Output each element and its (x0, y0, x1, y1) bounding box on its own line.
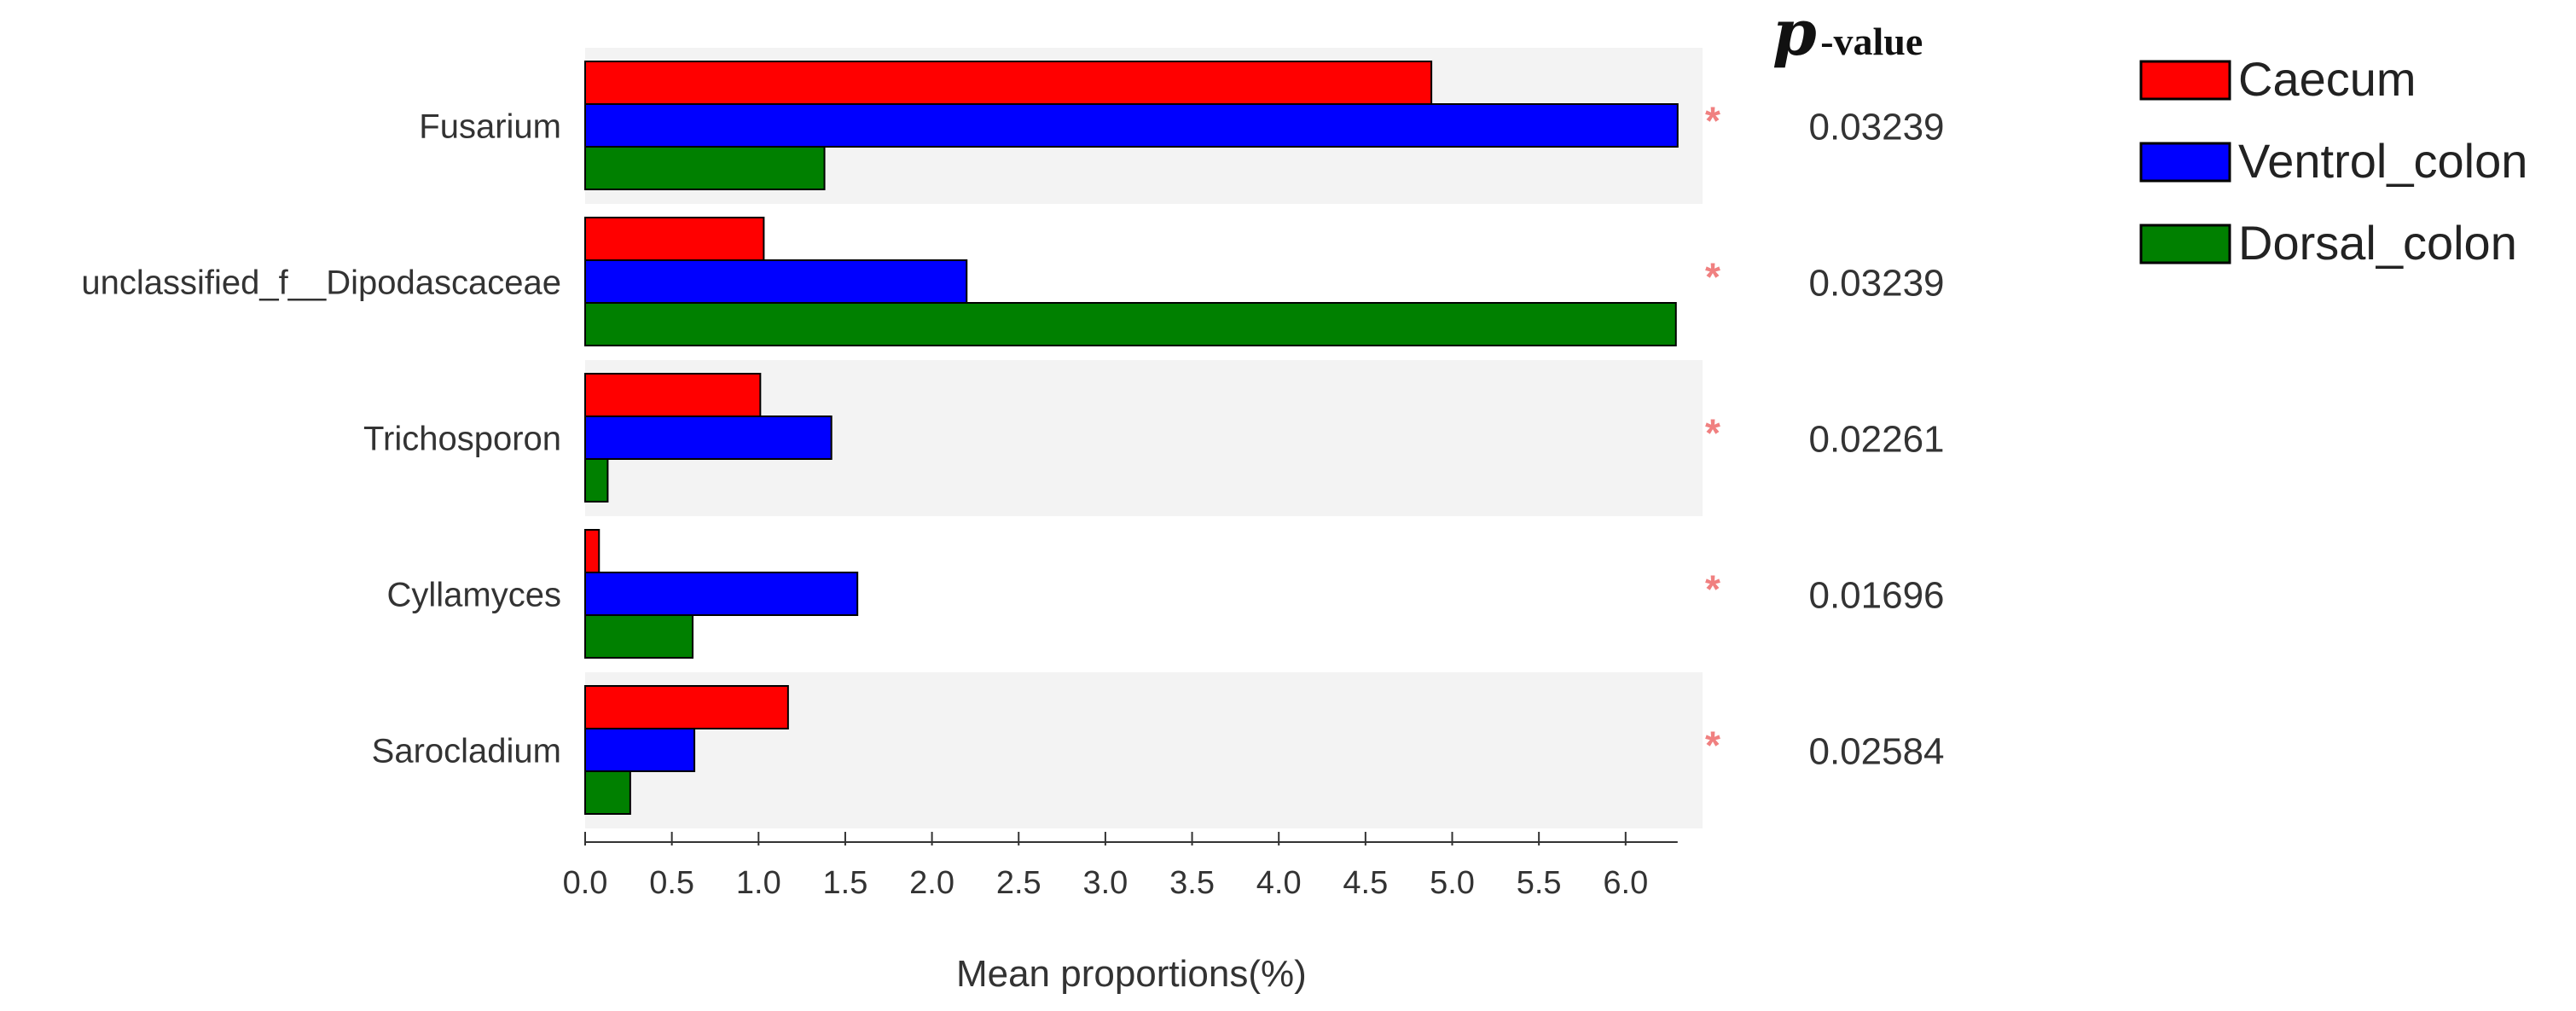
category-label: unclassified_f__Dipodascaceae (81, 264, 561, 302)
pvalue-header-symbol: p (1772, 0, 1817, 70)
significance-star: * (1705, 411, 1720, 456)
significance-star: * (1705, 255, 1720, 299)
bar-caecum-1 (584, 61, 1433, 105)
legend-swatch-caecum (2139, 60, 2231, 101)
pvalue: 0.03239 (1808, 263, 1944, 305)
pvalue-header: p -value (1772, 0, 1923, 70)
bar-caecum-5 (584, 685, 789, 729)
legend-label: Dorsal_colon (2238, 216, 2517, 270)
x-tick-label: 4.0 (1256, 865, 1302, 901)
pvalue: 0.02261 (1808, 419, 1944, 461)
significance-star: * (1705, 567, 1720, 612)
bar-ventrol-colon-2 (584, 259, 968, 304)
significance-star: * (1705, 99, 1720, 143)
category-label: Cyllamyces (387, 577, 561, 614)
bar-dorsal-colon-2 (584, 302, 1677, 346)
legend-swatch-dorsal-colon (2139, 224, 2231, 264)
bar-caecum-2 (584, 217, 765, 261)
x-tick-label: 0.0 (563, 865, 608, 901)
x-tick-label: 3.5 (1169, 865, 1215, 901)
category-labels: Fusarium unclassified_f__Dipodascaceae Tri… (81, 108, 561, 770)
x-tick-label: 1.5 (823, 865, 868, 901)
x-tick-label: 5.0 (1430, 865, 1475, 901)
bar-dorsal-colon-4 (584, 614, 694, 659)
x-tick-label: 1.0 (736, 865, 781, 901)
x-tick-label: 3.0 (1082, 865, 1128, 901)
bar-ventrol-colon-1 (584, 103, 1679, 148)
bar-dorsal-colon-5 (584, 770, 631, 815)
bar-dorsal-colon-1 (584, 146, 826, 190)
legend-swatch-ventrol-colon (2139, 142, 2231, 183)
x-tick-label: 0.5 (649, 865, 694, 901)
pvalue: 0.03239 (1808, 107, 1944, 148)
category-label: Sarocladium (372, 733, 561, 770)
category-label: Trichosporon (363, 421, 561, 458)
bar-caecum-3 (584, 373, 762, 417)
x-tick-label: 2.5 (996, 865, 1041, 901)
pvalue: 0.02584 (1808, 731, 1944, 773)
legend-label: Caecum (2238, 52, 2416, 106)
x-axis: 0.0 0.5 1.0 1.5 2.0 2.5 3.0 3.5 4.0 4.5 5.0 5.5 6.0 (563, 832, 1678, 901)
significance-star: * (1705, 723, 1720, 768)
x-tick-label: 5.5 (1517, 865, 1562, 901)
category-label: Fusarium (419, 108, 561, 146)
pvalue-header-suffix: -value (1820, 20, 1923, 63)
pvalue: 0.01696 (1808, 575, 1944, 617)
significance-markers: * * * * * (1705, 99, 1720, 768)
legend: Caecum Ventrol_colon Dorsal_colon (2139, 52, 2527, 270)
pvalue-column: 0.03239 0.03239 0.02261 0.01696 0.02584 (1808, 107, 1944, 773)
bar-ventrol-colon-5 (584, 728, 696, 772)
x-tick-label: 4.5 (1343, 865, 1388, 901)
bars (584, 61, 1679, 815)
bar-ventrol-colon-3 (584, 415, 833, 460)
x-axis-label: Mean proportions(%) (956, 953, 1307, 995)
pvalue-header-text: p -value (1772, 0, 1923, 70)
x-tick-label: 6.0 (1603, 865, 1648, 901)
bar-ventrol-colon-4 (584, 572, 859, 616)
x-tick-label: 2.0 (909, 865, 954, 901)
bar-dorsal-colon-3 (584, 458, 609, 503)
legend-label: Ventrol_colon (2238, 134, 2527, 188)
bar-caecum-4 (584, 529, 600, 573)
